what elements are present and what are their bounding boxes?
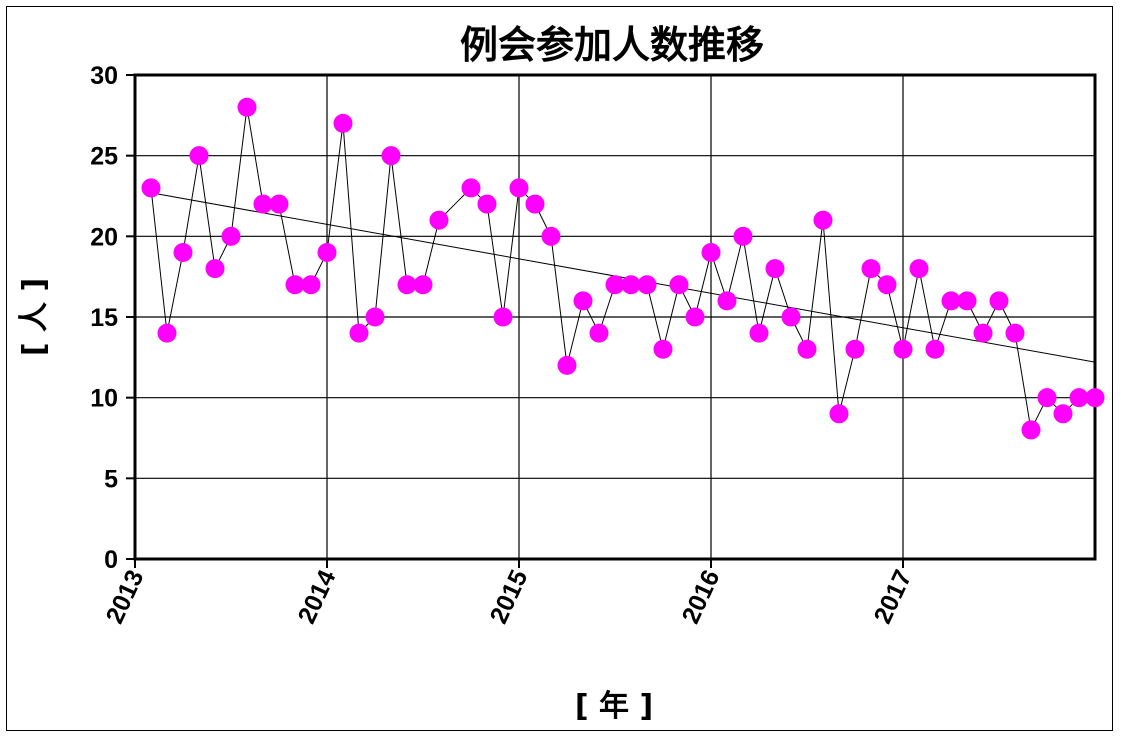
data-point — [669, 275, 689, 295]
data-point — [605, 275, 625, 295]
data-point — [429, 210, 449, 230]
data-point — [1053, 404, 1073, 424]
data-point — [621, 275, 641, 295]
data-point — [653, 339, 673, 359]
data-point — [1005, 323, 1025, 343]
data-point — [797, 339, 817, 359]
y-tick-label: 20 — [90, 223, 118, 251]
data-point — [781, 307, 801, 327]
y-tick-label: 0 — [104, 546, 118, 574]
data-point — [749, 323, 769, 343]
x-axis-ticks: 2013 2014 2015 2016 2017 — [101, 559, 918, 628]
data-point — [717, 291, 737, 311]
data-point — [157, 323, 177, 343]
data-point — [301, 275, 321, 295]
data-point — [349, 323, 369, 343]
data-point — [253, 194, 273, 214]
y-tick-label: 25 — [90, 143, 118, 171]
data-point — [525, 194, 545, 214]
data-point — [1085, 388, 1105, 408]
data-point — [269, 194, 289, 214]
data-point — [141, 178, 161, 198]
data-point — [285, 275, 305, 295]
data-point — [365, 307, 385, 327]
data-point — [701, 242, 721, 262]
data-point — [333, 113, 353, 133]
y-axis-ticks: 0 5 10 15 20 25 30 — [90, 62, 135, 574]
data-point — [637, 275, 657, 295]
data-points — [141, 97, 1105, 440]
trend-line — [150, 192, 1096, 363]
data-point — [205, 259, 225, 279]
data-point — [509, 178, 529, 198]
data-point — [685, 307, 705, 327]
x-tick-label: 2017 — [869, 566, 918, 628]
data-point — [941, 291, 961, 311]
x-tick-label: 2015 — [485, 566, 534, 628]
data-point — [189, 146, 209, 166]
data-point — [845, 339, 865, 359]
data-point — [957, 291, 977, 311]
data-point — [477, 194, 497, 214]
x-tick-label: 2016 — [677, 566, 726, 628]
data-point — [381, 146, 401, 166]
data-point — [589, 323, 609, 343]
data-point — [461, 178, 481, 198]
data-point — [989, 291, 1009, 311]
data-point — [877, 275, 897, 295]
data-point — [573, 291, 593, 311]
gridlines — [134, 74, 1095, 560]
data-point — [1037, 388, 1057, 408]
data-point — [893, 339, 913, 359]
data-point — [221, 226, 241, 246]
x-tick-label: 2014 — [293, 566, 342, 628]
data-point — [397, 275, 417, 295]
data-point — [813, 210, 833, 230]
data-point — [557, 355, 577, 375]
y-tick-label: 10 — [90, 385, 118, 413]
data-point — [765, 259, 785, 279]
data-point — [1021, 420, 1041, 440]
data-point — [1069, 388, 1089, 408]
data-point — [237, 97, 257, 117]
data-point — [317, 242, 337, 262]
data-point — [909, 259, 929, 279]
chart-title: 例会参加人数推移 — [460, 23, 764, 67]
data-point — [413, 275, 433, 295]
y-tick-label: 15 — [90, 304, 118, 332]
data-point — [733, 226, 753, 246]
data-point — [829, 404, 849, 424]
y-tick-label: 30 — [90, 62, 118, 90]
data-point — [173, 242, 193, 262]
x-tick-label: 2013 — [101, 566, 150, 628]
y-axis-label: [ 人 ] — [17, 278, 52, 356]
data-point — [925, 339, 945, 359]
x-axis-label: [ 年 ] — [575, 689, 653, 724]
data-point — [973, 323, 993, 343]
y-tick-label: 5 — [104, 465, 118, 493]
data-point — [493, 307, 513, 327]
data-point — [861, 259, 881, 279]
data-point — [541, 226, 561, 246]
